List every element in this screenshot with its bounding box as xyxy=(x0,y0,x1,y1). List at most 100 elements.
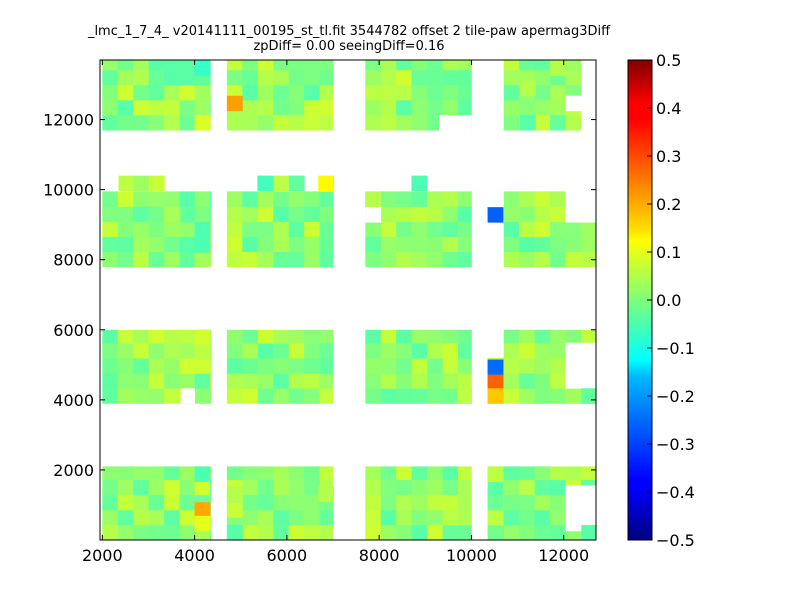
heatmap-cell xyxy=(565,388,582,404)
heatmap-cell xyxy=(210,494,212,511)
heatmap-cell xyxy=(503,479,505,496)
empty-cell xyxy=(365,207,382,223)
heatmap-cell xyxy=(304,509,321,526)
colorbar-tick-label: 0.1 xyxy=(656,243,681,262)
heatmap-cell xyxy=(117,60,134,71)
heatmap-cell xyxy=(380,236,397,253)
heatmap-cell xyxy=(411,466,428,481)
heatmap-cell xyxy=(503,509,505,526)
heatmap-cell xyxy=(411,479,428,496)
heatmap-cell xyxy=(396,236,413,253)
heatmap-cell xyxy=(242,236,259,253)
empty-cell xyxy=(180,388,195,404)
heatmap-cell xyxy=(427,206,443,222)
heatmap-cell xyxy=(257,494,274,511)
heatmap-cell xyxy=(380,329,397,344)
heatmap-cell xyxy=(411,343,428,359)
heatmap-cell xyxy=(273,251,290,268)
heatmap-cell xyxy=(226,329,243,344)
heatmap-cell xyxy=(458,373,472,389)
chart-title: _lmc_1_7_4_ v20141111_00195_st_tl.fit 35… xyxy=(0,24,698,54)
heatmap-cell xyxy=(365,479,382,496)
heatmap-cell xyxy=(304,84,321,101)
heatmap-cell xyxy=(550,329,566,344)
heatmap-cell xyxy=(503,329,520,344)
heatmap-cell xyxy=(519,60,536,71)
heatmap-cell xyxy=(458,343,472,359)
heatmap-cell xyxy=(273,509,290,526)
heatmap-cell xyxy=(288,221,305,237)
heatmap-cell xyxy=(411,69,428,86)
y-tick-label: 4000 xyxy=(53,391,94,410)
heatmap-cell xyxy=(304,221,321,237)
heatmap-cell xyxy=(503,99,520,116)
x-tick-label: 6000 xyxy=(267,546,308,565)
heatmap-cell xyxy=(427,358,443,374)
heatmap-cell xyxy=(148,69,165,86)
heatmap-cell xyxy=(458,358,472,374)
heatmap-cell xyxy=(210,115,212,131)
heatmap-cell xyxy=(380,99,397,116)
heatmap-cell xyxy=(442,466,459,481)
heatmap-cell xyxy=(427,509,443,526)
heatmap-cell xyxy=(487,207,504,223)
heatmap-cell xyxy=(427,60,443,71)
heatmap-cell xyxy=(179,221,195,237)
heatmap-cell xyxy=(534,494,551,511)
heatmap-cell xyxy=(550,494,566,511)
heatmap-cell xyxy=(288,388,305,404)
heatmap-cell xyxy=(442,191,459,207)
heatmap-cell xyxy=(503,191,520,207)
heatmap-cell xyxy=(148,343,165,359)
heatmap-cell xyxy=(487,388,504,404)
heatmap-cell xyxy=(164,524,180,541)
heatmap-cell xyxy=(148,236,165,253)
heatmap-cell xyxy=(365,221,382,237)
y-axis: 2000 4000 6000 8000 10000 12000 xyxy=(43,111,596,480)
heatmap-cell xyxy=(365,388,382,404)
heatmap-cell xyxy=(164,373,180,389)
heatmap-cell xyxy=(396,329,413,344)
heatmap-cell xyxy=(242,206,259,222)
heatmap-cell xyxy=(503,373,505,389)
heatmap-cell xyxy=(503,69,520,86)
heatmap-cell xyxy=(581,329,597,344)
heatmap-cell xyxy=(148,175,165,192)
x-tick-label: 2000 xyxy=(82,546,123,565)
heatmap-cell xyxy=(365,84,382,101)
heatmap-cell xyxy=(102,329,119,344)
heatmap-cell xyxy=(550,236,566,253)
heatmap-cell xyxy=(242,509,259,526)
heatmap-cell xyxy=(133,358,150,374)
heatmap-cell xyxy=(304,236,321,253)
heatmap-cell xyxy=(257,175,274,192)
heatmap-cell xyxy=(226,60,243,71)
heatmap-cell xyxy=(319,509,334,526)
heatmap-cell xyxy=(304,494,321,511)
heatmap-cell xyxy=(319,60,334,71)
heatmap-cell xyxy=(210,329,212,344)
heatmap-cell xyxy=(503,206,520,222)
heatmap-cell xyxy=(380,466,397,481)
heatmap-cell xyxy=(550,466,566,481)
heatmap-cell xyxy=(210,524,212,541)
empty-cell xyxy=(565,176,597,223)
heatmap-cell xyxy=(427,466,443,481)
heatmap-cell xyxy=(257,191,274,207)
heatmap-cell xyxy=(148,466,165,481)
heatmap-cell xyxy=(396,524,413,541)
heatmap-cell xyxy=(288,524,305,541)
chart-title-line-1: _lmc_1_7_4_ v20141111_00195_st_tl.fit 35… xyxy=(87,24,611,39)
heatmap-cell xyxy=(242,69,259,86)
plot-frame xyxy=(99,59,597,541)
heatmap-cell xyxy=(102,479,119,496)
heatmap-cell xyxy=(503,494,520,511)
heatmap-cell xyxy=(411,60,428,71)
heatmap-cell xyxy=(179,69,195,86)
heatmap-cell xyxy=(288,343,305,359)
heatmap-cell xyxy=(117,236,134,253)
heatmap-cell xyxy=(487,357,504,359)
heatmap-cell xyxy=(288,373,305,389)
heatmap-cell xyxy=(380,191,397,207)
heatmap-cell xyxy=(242,466,259,481)
